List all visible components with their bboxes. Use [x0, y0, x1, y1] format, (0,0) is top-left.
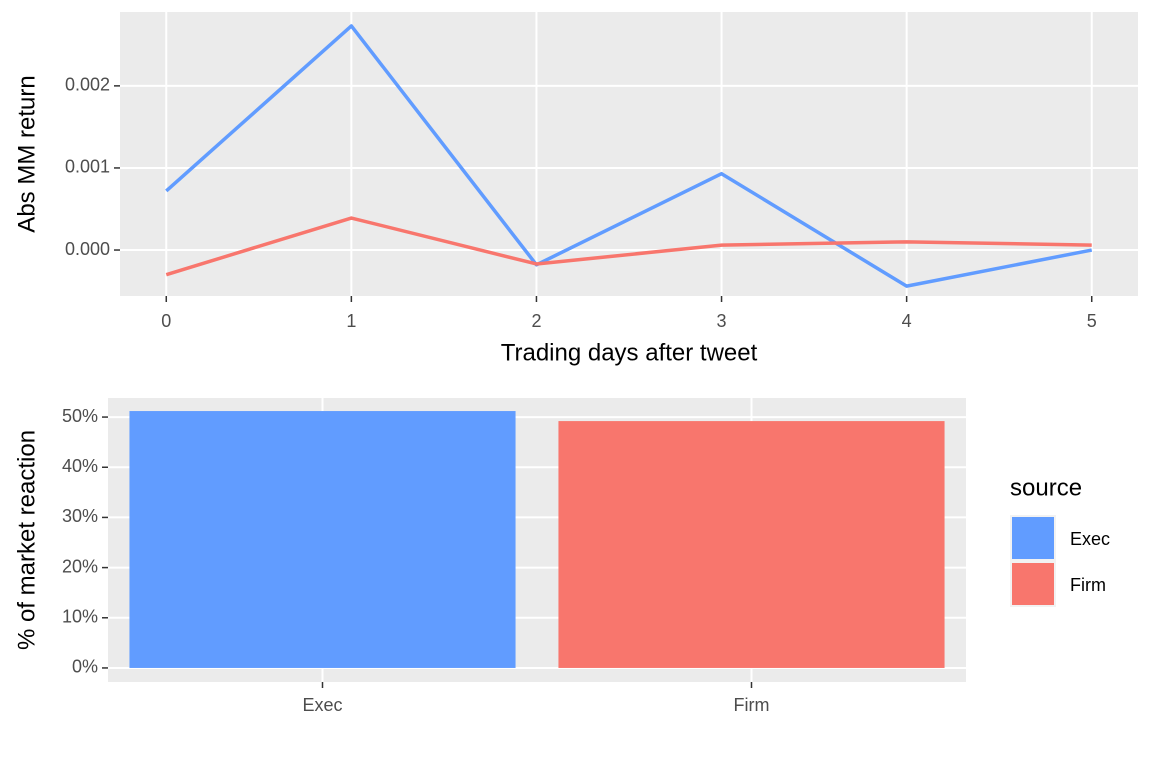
y-tick-label: 0.000: [65, 239, 110, 259]
y-tick-label: 30%: [62, 506, 98, 526]
legend-title: source: [1010, 474, 1082, 501]
y-tick-label: 20%: [62, 556, 98, 576]
bar: [558, 421, 945, 668]
legend-key: [1012, 517, 1054, 559]
y-tick-label: 10%: [62, 607, 98, 627]
y-tick-label: 0.002: [65, 75, 110, 95]
y-tick-label: 40%: [62, 456, 98, 476]
y-tick-label: 0%: [72, 657, 98, 677]
x-tick-label: 3: [717, 311, 727, 331]
y-axis-title: Abs MM return: [13, 75, 40, 232]
legend-label: Firm: [1070, 575, 1106, 595]
line-series: [165, 24, 1093, 288]
x-tick-label: Firm: [734, 695, 770, 715]
x-tick-label: Exec: [302, 695, 342, 715]
x-axis-title: Trading days after tweet: [501, 339, 758, 366]
x-tick-label: 5: [1087, 311, 1097, 331]
x-tick-label: 2: [531, 311, 541, 331]
line-series: [165, 216, 1092, 277]
y-tick-label: 0.001: [65, 157, 110, 177]
panel: [120, 12, 1138, 296]
legend-key: [1012, 563, 1054, 605]
x-tick-label: 4: [902, 311, 912, 331]
y-axis-title: % of market reaction: [13, 430, 40, 650]
x-tick-label: 0: [161, 311, 171, 331]
legend-label: Exec: [1070, 529, 1110, 549]
y-tick-label: 50%: [62, 406, 98, 426]
bar: [129, 411, 516, 668]
x-tick-label: 1: [346, 311, 356, 331]
